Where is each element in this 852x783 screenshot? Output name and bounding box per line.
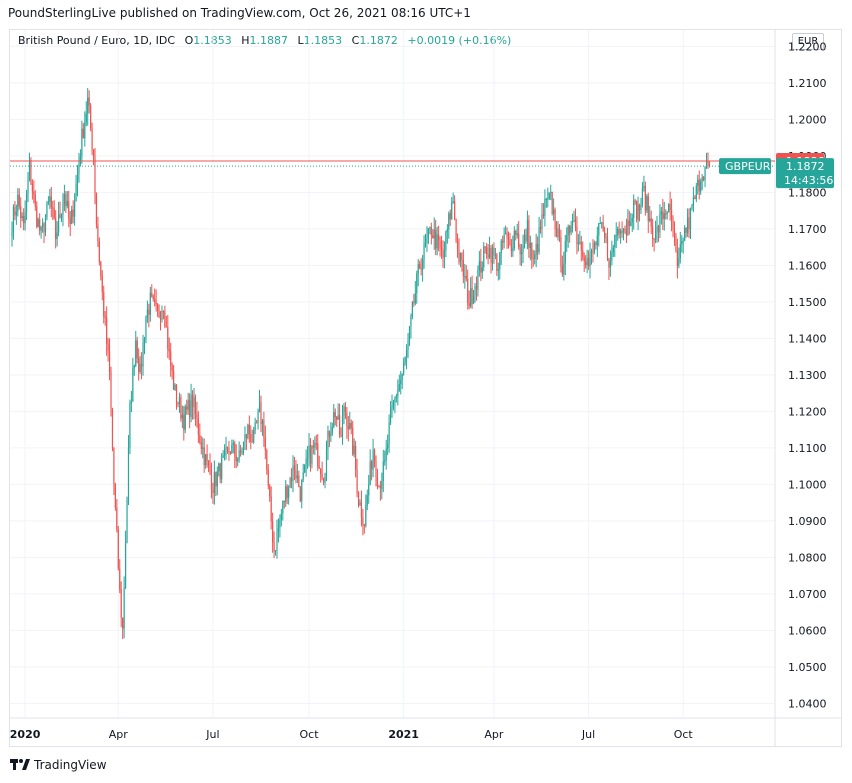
legend-change: +0.0019 (+0.16%) bbox=[407, 34, 512, 47]
legend-low-value: 1.1853 bbox=[303, 34, 343, 47]
currency-selector[interactable]: EUR bbox=[792, 33, 824, 50]
chart-frame bbox=[9, 29, 842, 747]
ohlc-legend: British Pound / Euro, 1D, IDC O1.1853 H1… bbox=[18, 34, 511, 47]
legend-close-value: 1.1872 bbox=[359, 34, 398, 47]
legend-open-value: 1.1853 bbox=[193, 34, 232, 47]
legend-low-label: L bbox=[297, 34, 304, 47]
legend-close-label: C bbox=[351, 34, 360, 47]
legend-high-label: H bbox=[241, 34, 250, 47]
tradingview-logo[interactable]: TradingView bbox=[10, 758, 107, 772]
legend-title: British Pound / Euro, 1D, IDC bbox=[18, 34, 176, 47]
publish-header: PoundSterlingLive published on TradingVi… bbox=[8, 6, 471, 20]
legend-high-value: 1.1887 bbox=[249, 34, 289, 47]
tradingview-logo-icon bbox=[10, 759, 30, 770]
tradingview-brand: TradingView bbox=[34, 758, 107, 772]
legend-open-label: O bbox=[184, 34, 194, 47]
